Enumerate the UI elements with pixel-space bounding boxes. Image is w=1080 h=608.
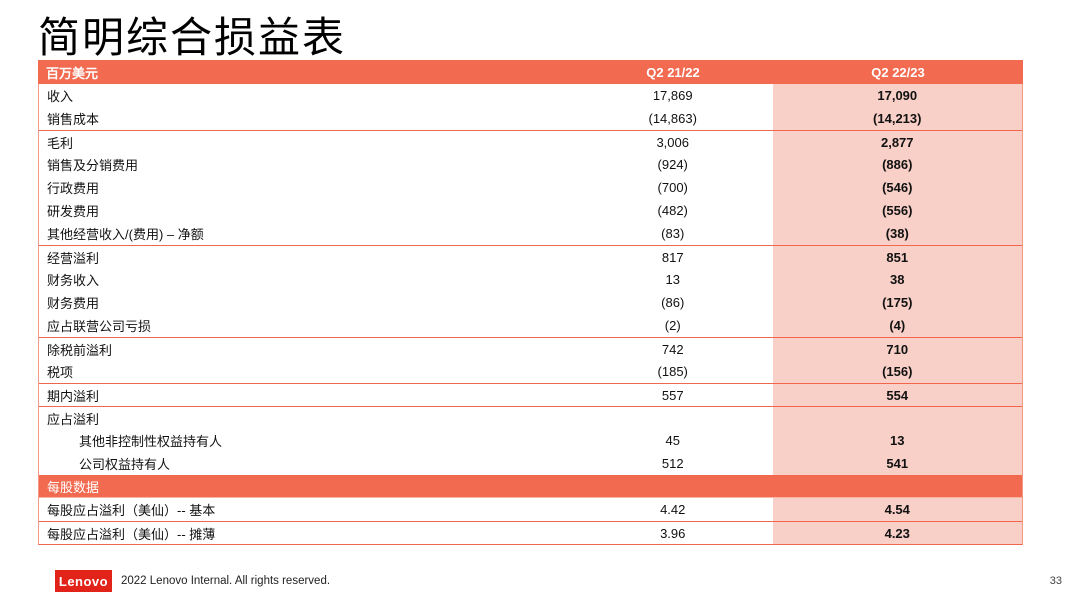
row-label: 财务收入 [47,273,100,288]
value-q2-2223: 38 [772,268,1022,291]
table-row: 毛利 3,006 2,877 [39,130,1022,153]
row-label: 每股应占溢利（美仙）-- 基本 [47,503,216,518]
value-q2-2223: 4.23 [772,522,1022,544]
value-q2-2122: (14,863) [648,111,697,126]
value-q2-2122: (700) [657,180,688,195]
row-label: 应占联营公司亏损 [47,319,152,334]
value-q2-2223: 2,877 [772,131,1022,153]
value-q2-2223: (14,213) [772,107,1022,130]
value-q2-2223: (175) [772,291,1022,314]
table-body: 收入 17,869 17,090 销售成本 (14,863) (14,213) … [38,84,1023,545]
value-q2-2122: 817 [661,249,684,265]
table-row: 公司权益持有人 512 541 [39,452,1022,475]
value-q2-2122: 4.42 [660,502,686,517]
value-q2-2223: (4) [772,314,1022,337]
per-share-rows: 每股应占溢利（美仙）-- 基本 4.42 4.54 每股应占溢利（美仙）-- 摊… [39,498,1022,544]
row-label: 销售成本 [47,112,100,127]
value-q2-2122: (2) [664,318,681,333]
value-q2-2223: 554 [772,384,1022,406]
table-row: 每股应占溢利（美仙）-- 基本 4.42 4.54 [39,498,1022,521]
table-row: 销售成本 (14,863) (14,213) [39,107,1022,130]
value-q2-2122: 742 [661,341,684,357]
value-q2-2122: 45 [665,433,680,448]
footer: Lenovo 2022 Lenovo Internal. All rights … [0,566,1080,598]
main-rows: 收入 17,869 17,090 销售成本 (14,863) (14,213) … [39,84,1022,475]
value-q2-2122: (86) [661,295,685,310]
table-row: 销售及分销费用 (924) (886) [39,153,1022,176]
value-q2-2223 [772,407,1022,429]
value-q2-2122: 3.96 [660,525,686,541]
value-q2-2122: (83) [661,226,685,241]
column-header-q2-2122: Q2 21/22 [646,64,700,80]
row-label: 应占溢利 [47,411,100,427]
row-label: 研发费用 [47,204,100,219]
row-label: 收入 [47,89,74,104]
income-statement-table: 百万美元 Q2 21/22 Q2 22/23 收入 17,869 17,090 … [38,60,1023,545]
value-q2-2223: (156) [772,360,1022,383]
lenovo-logo-text: Lenovo [58,573,109,589]
value-q2-2223: (38) [772,222,1022,245]
lenovo-logo: Lenovo [55,570,112,592]
table-row: 期内溢利 557 554 [39,383,1022,406]
value-q2-2223: 4.54 [772,498,1022,521]
table-row: 经营溢利 817 851 [39,245,1022,268]
table-row: 其他非控制性权益持有人 45 13 [39,429,1022,452]
value-q2-2223: 541 [772,452,1022,475]
value-q2-2122: 557 [661,387,684,403]
page-title: 简明综合损益表 [38,14,347,61]
row-label: 期内溢利 [47,388,100,404]
value-q2-2122: (185) [657,364,688,379]
page-number: 33 [1049,575,1062,587]
table-row: 每股应占溢利（美仙）-- 摊薄 3.96 4.23 [39,521,1022,544]
row-label: 公司权益持有人 [79,457,171,472]
table-row: 应占溢利 [39,406,1022,429]
table-row: 除税前溢利 742 710 [39,337,1022,360]
table-row: 财务收入 13 38 [39,268,1022,291]
value-q2-2122: (482) [657,203,688,218]
value-q2-2223: 851 [772,246,1022,268]
table-row: 其他经营收入/(费用) – 净额 (83) (38) [39,222,1022,245]
row-label: 毛利 [47,135,74,151]
table-row: 税项 (185) (156) [39,360,1022,383]
copyright-text: 2022 Lenovo Internal. All rights reserve… [121,575,331,587]
value-q2-2122: 512 [661,456,684,471]
unit-header: 百万美元 [46,65,99,81]
row-label: 财务费用 [47,296,100,311]
row-label: 其他非控制性权益持有人 [79,434,223,449]
value-q2-2223: (546) [772,176,1022,199]
value-q2-2223: 17,090 [772,84,1022,107]
table-header-row: 百万美元 Q2 21/22 Q2 22/23 [38,60,1023,84]
table-row: 财务费用 (86) (175) [39,291,1022,314]
value-q2-2122: 17,869 [652,88,693,103]
table-row: 收入 17,869 17,090 [39,84,1022,107]
value-q2-2223: 710 [772,338,1022,360]
table-row: 应占联营公司亏损 (2) (4) [39,314,1022,337]
value-q2-2122: (924) [657,157,688,172]
row-label: 每股应占溢利（美仙）-- 摊薄 [47,526,216,542]
per-share-section-header: 每股数据 [39,475,1022,498]
table-row: 行政费用 (700) (546) [39,176,1022,199]
table-row: 研发费用 (482) (556) [39,199,1022,222]
row-label: 行政费用 [47,181,100,196]
row-label: 除税前溢利 [47,342,113,358]
column-header-q2-2223: Q2 22/23 [871,64,925,80]
value-q2-2223: (886) [772,153,1022,176]
value-q2-2223: (556) [772,199,1022,222]
row-label: 其他经营收入/(费用) – 净额 [47,227,204,242]
value-q2-2223: 13 [772,429,1022,452]
value-q2-2122: 3,006 [656,134,689,150]
value-q2-2122 [573,407,773,429]
row-label: 税项 [47,365,74,380]
value-q2-2122: 13 [665,272,680,287]
row-label: 经营溢利 [47,250,100,266]
row-label: 销售及分销费用 [47,158,139,173]
